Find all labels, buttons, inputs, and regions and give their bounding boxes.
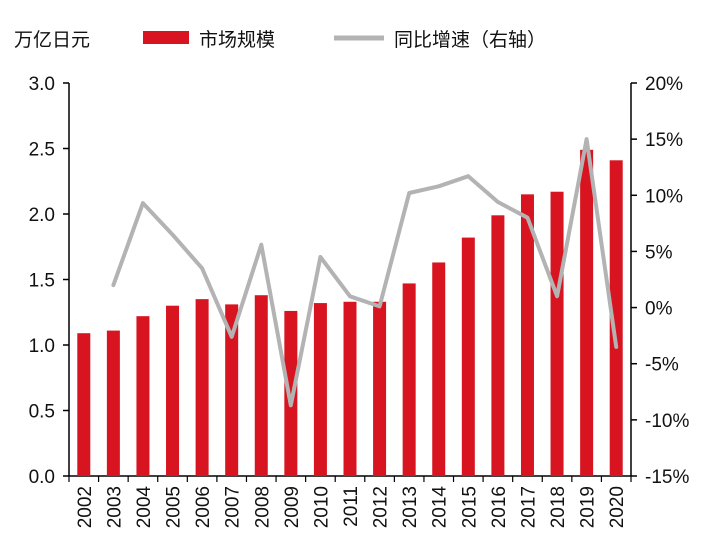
bar-2019	[580, 149, 594, 476]
bar-2003	[106, 330, 120, 476]
bar-2011	[343, 301, 357, 476]
x-tick-label: 2007	[223, 486, 244, 528]
unit-label: 万亿日元	[14, 29, 90, 51]
left-tick-label: 1.0	[29, 336, 55, 357]
right-tick-label: 5%	[645, 242, 673, 263]
bar-2009	[284, 310, 298, 476]
legend-bar-swatch	[143, 31, 189, 44]
x-tick-label: 2009	[282, 486, 303, 528]
plot-area: 0.0 0.5 1.0 1.5 2.0 2.5 3.0 -15% -10% -5% 0% 5% 10% 1…	[29, 74, 690, 528]
x-tick-label: 2020	[607, 486, 628, 528]
left-tick-label: 1.5	[29, 271, 55, 292]
right-tick-label: -15%	[645, 467, 689, 488]
right-tick-label: -5%	[645, 355, 679, 376]
bar-2012	[373, 301, 387, 476]
x-tick-label: 2015	[459, 486, 480, 528]
bar-2014	[432, 262, 446, 476]
bar-2005	[166, 305, 180, 476]
x-tick-label: 2017	[518, 486, 539, 528]
bar-2007	[225, 304, 239, 476]
bar-2004	[136, 316, 150, 476]
bar-2018	[550, 191, 564, 477]
left-tick-label: 2.5	[29, 140, 55, 161]
bar-2010	[313, 303, 327, 476]
x-tick-label: 2013	[400, 486, 421, 528]
left-tick-label: 3.0	[29, 74, 55, 95]
x-tick-label: 2011	[341, 486, 362, 527]
x-tick-label: 2006	[193, 486, 214, 528]
right-tick-label: 20%	[645, 74, 683, 95]
bar-2017	[520, 194, 534, 476]
left-tick-label: 0.0	[29, 467, 55, 488]
right-tick-label: 15%	[645, 130, 683, 151]
x-tick-label: 2008	[252, 486, 273, 528]
bar-2020	[609, 160, 623, 477]
right-tick-label: 0%	[645, 299, 673, 320]
x-tick-label: 2012	[371, 486, 392, 528]
x-tick-label: 2014	[430, 486, 451, 529]
bar-2016	[491, 215, 505, 476]
bar-2008	[254, 295, 268, 476]
left-tick-label: 0.5	[29, 402, 55, 423]
x-tick-label: 2018	[548, 486, 569, 528]
left-tick-label: 2.0	[29, 205, 55, 226]
growth-line	[111, 137, 619, 408]
x-tick-label: 2010	[311, 486, 332, 528]
legend: 万亿日元 市场规模 同比增速（右轴）	[14, 29, 546, 51]
x-tick-label: 2016	[489, 486, 510, 528]
right-tick-label: 10%	[645, 186, 683, 207]
legend-bar-label: 市场规模	[199, 29, 275, 51]
legend-line-label: 同比增速（右轴）	[394, 29, 546, 51]
x-tick-label: 2002	[75, 486, 96, 528]
x-tick-label: 2005	[164, 486, 185, 528]
bar-2006	[195, 299, 209, 476]
bar-2015	[461, 237, 475, 476]
x-tick-label: 2019	[578, 486, 599, 528]
x-tick-label: 2003	[104, 486, 125, 528]
bar-2002	[77, 333, 91, 476]
x-tick-label: 2004	[134, 486, 155, 529]
bar-2013	[402, 283, 416, 476]
right-tick-label: -10%	[645, 411, 689, 432]
